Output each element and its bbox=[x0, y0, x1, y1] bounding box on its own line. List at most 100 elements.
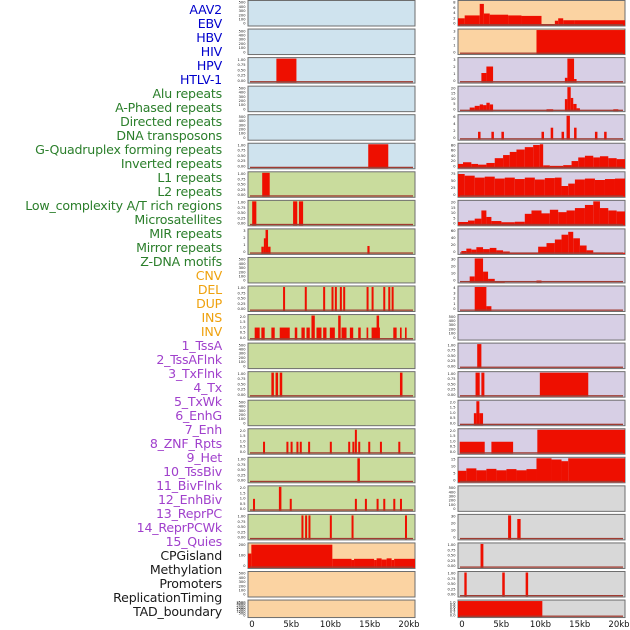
y-tick-label: 0.0 bbox=[240, 450, 246, 454]
track-label-directed-repeats: Directed repeats bbox=[120, 114, 222, 129]
y-tick-label: 0.75 bbox=[447, 548, 455, 552]
y-tick-label: 0.25 bbox=[237, 302, 245, 306]
panel-background bbox=[247, 485, 416, 512]
y-tick-label: 1.00 bbox=[447, 543, 456, 547]
data-segment bbox=[271, 327, 275, 340]
y-tick-label: 1.5 bbox=[450, 406, 456, 410]
y-tick-label: 10 bbox=[451, 211, 456, 215]
panel-background bbox=[457, 314, 626, 341]
y-tick-label: 0.00 bbox=[237, 393, 246, 397]
track-panel-inv: 3 2 1 0 bbox=[453, 28, 626, 56]
data-segment bbox=[473, 413, 477, 426]
panel-background bbox=[247, 171, 416, 198]
data-segment bbox=[475, 372, 480, 397]
y-tick-label: 0.50 bbox=[447, 582, 456, 586]
y-tick-label: 0 bbox=[453, 279, 456, 283]
track-label-8-znf-rpts: 8_ZNF_Rpts bbox=[149, 436, 222, 451]
y-tick-label: 300 bbox=[239, 352, 247, 356]
y-tick-label: 500 bbox=[239, 343, 247, 347]
y-tick-label: 15 bbox=[451, 206, 456, 210]
y-tick-label: 0.50 bbox=[237, 183, 246, 187]
data-segment bbox=[501, 131, 504, 140]
baseline bbox=[460, 81, 623, 83]
data-segment bbox=[383, 498, 386, 511]
y-tick-label: 2 bbox=[453, 16, 455, 20]
data-segment bbox=[339, 287, 342, 311]
data-segment bbox=[329, 327, 335, 340]
data-segment bbox=[489, 104, 494, 112]
y-tick-label: 20 bbox=[451, 265, 456, 269]
y-tick-label: 2.0 bbox=[240, 315, 246, 319]
data-segment bbox=[489, 14, 509, 26]
data-segment bbox=[549, 209, 559, 226]
y-tick-label: 0.4 bbox=[450, 608, 456, 612]
panel-background bbox=[247, 0, 416, 27]
data-segment bbox=[538, 246, 547, 254]
baseline bbox=[460, 480, 623, 483]
y-tick-label: 0 bbox=[453, 222, 456, 226]
data-segment bbox=[541, 131, 545, 140]
baseline bbox=[250, 309, 413, 311]
data-segment bbox=[568, 183, 575, 197]
y-tick-label: 4 bbox=[453, 11, 456, 15]
y-tick-label: 100 bbox=[449, 503, 457, 507]
y-tick-label: 0.00 bbox=[447, 593, 456, 597]
y-tick-label: 0 bbox=[243, 136, 246, 140]
y-tick-label: 0.75 bbox=[237, 177, 245, 181]
y-tick-label: 1.00 bbox=[447, 372, 456, 376]
panel-background bbox=[247, 571, 416, 598]
y-tick-label: 400 bbox=[449, 490, 457, 494]
y-tick-label: 15 bbox=[451, 92, 456, 96]
y-tick-label: 0.50 bbox=[237, 154, 246, 158]
y-tick-label: 0.25 bbox=[237, 74, 245, 78]
data-segment bbox=[477, 344, 482, 369]
y-tick-label: 0.25 bbox=[237, 530, 245, 534]
track-panel-12-enhbiv: 1.000.750.50 0.250.00 bbox=[447, 371, 626, 398]
y-tick-label: 0 bbox=[453, 479, 456, 483]
data-segment bbox=[374, 560, 377, 568]
track-panel-promoters: 1.000.75 0.500.250.00 bbox=[447, 542, 626, 569]
data-segment bbox=[566, 210, 575, 226]
y-tick-label: 0 bbox=[243, 564, 246, 568]
baseline bbox=[250, 81, 413, 83]
data-segment bbox=[566, 115, 570, 140]
y-tick-label: 1.0 bbox=[240, 325, 246, 329]
x-tick-label: 20kb bbox=[398, 620, 419, 630]
y-tick-label: 400 bbox=[239, 405, 247, 409]
track-label-2-tssaflnk: 2_TssAFlnk bbox=[156, 352, 222, 367]
y-tick-label: 3000 bbox=[236, 602, 246, 606]
y-tick-label: 2.0 bbox=[240, 429, 246, 433]
y-tick-label: 100 bbox=[239, 103, 247, 107]
y-tick-label: 0.75 bbox=[237, 149, 245, 153]
y-tick-label: 400 bbox=[239, 348, 247, 352]
y-tick-label: 0.75 bbox=[447, 349, 455, 353]
data-segment bbox=[464, 572, 467, 597]
data-segment bbox=[570, 97, 574, 112]
data-segment bbox=[563, 165, 572, 169]
y-tick-label: 100 bbox=[239, 589, 247, 593]
y-tick-label: 0 bbox=[243, 364, 246, 368]
y-tick-label: 100 bbox=[239, 46, 247, 50]
data-segment bbox=[296, 441, 299, 454]
data-segment bbox=[393, 498, 396, 511]
data-segment bbox=[316, 327, 322, 340]
track-panel-tad-boundary: 1.00.80.60.40.20.0 bbox=[450, 599, 626, 619]
data-segment bbox=[568, 458, 625, 483]
data-segment bbox=[366, 327, 369, 340]
baseline bbox=[250, 195, 413, 197]
data-segment bbox=[551, 459, 562, 483]
data-segment bbox=[283, 287, 286, 311]
baseline bbox=[460, 309, 623, 311]
y-tick-label: 0.00 bbox=[237, 479, 246, 483]
data-segment bbox=[524, 177, 535, 197]
data-segment bbox=[383, 287, 386, 311]
y-tick-label: 0.5 bbox=[240, 331, 246, 335]
track-label-low-complexity-a-t-rich-regions: Low_complexity A/T rich regions bbox=[25, 198, 222, 213]
data-segment bbox=[368, 144, 389, 169]
data-segment bbox=[293, 201, 298, 226]
y-tick-label: 0 bbox=[453, 507, 456, 511]
track-label-aav2: AAV2 bbox=[189, 2, 222, 17]
y-tick-label: 400 bbox=[239, 262, 247, 266]
